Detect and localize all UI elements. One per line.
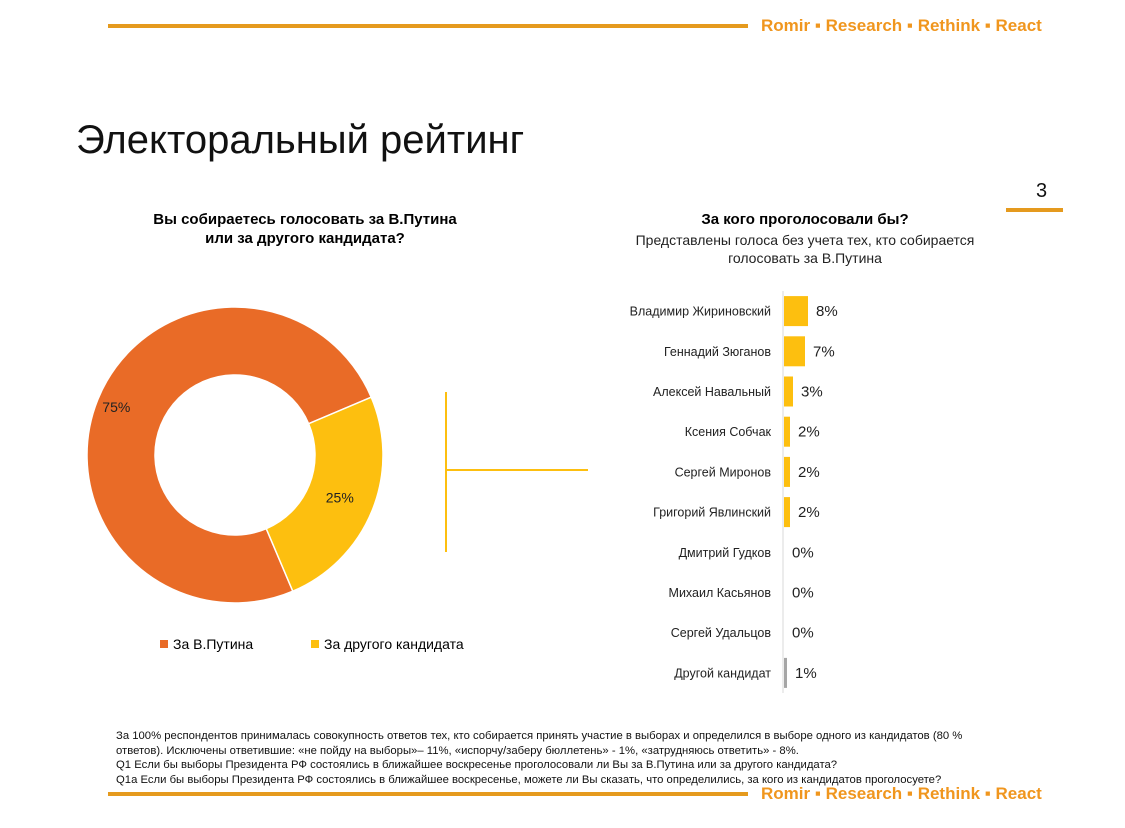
bar-category-label-5: Григорий Явлинский bbox=[653, 506, 771, 520]
page-number-rule bbox=[1006, 208, 1063, 212]
connector-bracket bbox=[445, 392, 588, 552]
bar-category-label-2: Алексей Навальный bbox=[653, 385, 771, 399]
bar-data-label-9: 1% bbox=[795, 665, 817, 682]
bar-category-label-3: Ксения Собчак bbox=[685, 425, 772, 439]
header-rule bbox=[108, 24, 748, 28]
donut-slice-1 bbox=[265, 396, 384, 593]
bar-category-label-8: Сергей Удальцов bbox=[671, 626, 772, 640]
bar-data-label-7: 0% bbox=[792, 585, 814, 602]
donut-data-label-1: 25% bbox=[326, 489, 354, 505]
bar-data-label-0: 8% bbox=[816, 303, 838, 320]
bar-data-label-1: 7% bbox=[813, 343, 835, 360]
legend-swatch-other bbox=[311, 640, 319, 649]
footer-rule bbox=[108, 792, 748, 796]
donut-chart: 75% 25% bbox=[86, 306, 384, 604]
bar-4 bbox=[784, 456, 790, 487]
footnote-line-3: Q1 Если бы выборы Президента РФ состояли… bbox=[116, 759, 838, 771]
footnote-line-1: За 100% респондентов принималась совокуп… bbox=[116, 730, 963, 742]
donut-legend-item-other: За другого кандидата bbox=[311, 636, 464, 652]
donut-slice-0 bbox=[86, 306, 373, 604]
bar-0 bbox=[784, 296, 808, 327]
footnote-line-4: Q1a Если бы выборы Президента РФ состоял… bbox=[116, 773, 942, 786]
bar-data-label-6: 0% bbox=[792, 544, 814, 561]
bar-chart-subtitle: Представлены голоса без учета тех, кто с… bbox=[635, 232, 975, 266]
bar-category-label-9: Другой кандидат bbox=[674, 666, 771, 680]
bar-data-label-8: 0% bbox=[792, 625, 814, 642]
legend-swatch-putin bbox=[160, 640, 168, 649]
brand-logo-top: Romir ▪ Research ▪ Rethink ▪ React bbox=[761, 16, 1042, 35]
page-number: 3 bbox=[1036, 180, 1048, 202]
bar-data-label-3: 2% bbox=[798, 424, 820, 441]
bar-data-label-2: 3% bbox=[801, 384, 823, 401]
bar-category-label-1: Геннадий Зюганов bbox=[664, 345, 771, 359]
donut-data-label-0: 75% bbox=[102, 399, 130, 415]
bar-data-label-4: 2% bbox=[798, 464, 820, 481]
bar-chart-title: За кого проголосовали бы? bbox=[701, 211, 909, 228]
donut-chart-title: Вы собираетесь голосовать за В.Путина ил… bbox=[153, 211, 457, 247]
bar-data-label-5: 2% bbox=[798, 504, 820, 521]
bar-2 bbox=[784, 376, 793, 407]
footnote: За 100% респондентов принималась совокуп… bbox=[116, 729, 1061, 787]
bar-chart: Владимир Жириновский 8% Геннадий Зюганов 7%… bbox=[630, 291, 838, 693]
bar-category-label-6: Дмитрий Гудков bbox=[679, 546, 772, 560]
bar-category-label-0: Владимир Жириновский bbox=[630, 305, 771, 319]
bar-category-label-4: Сергей Миронов bbox=[675, 465, 772, 479]
page-title: Электоральный рейтинг bbox=[76, 118, 525, 162]
bar-3 bbox=[784, 416, 790, 447]
donut-legend-item-putin: За В.Путина bbox=[160, 636, 253, 652]
bar-5 bbox=[784, 497, 790, 528]
bar-9 bbox=[784, 657, 787, 688]
bar-category-label-7: Михаил Касьянов bbox=[669, 586, 772, 600]
footnote-line-2: ответов). Исключены ответившие: «не пойд… bbox=[116, 744, 799, 757]
bar-1 bbox=[784, 336, 805, 367]
brand-logo-bottom: Romir ▪ Research ▪ Rethink ▪ React bbox=[761, 784, 1042, 803]
